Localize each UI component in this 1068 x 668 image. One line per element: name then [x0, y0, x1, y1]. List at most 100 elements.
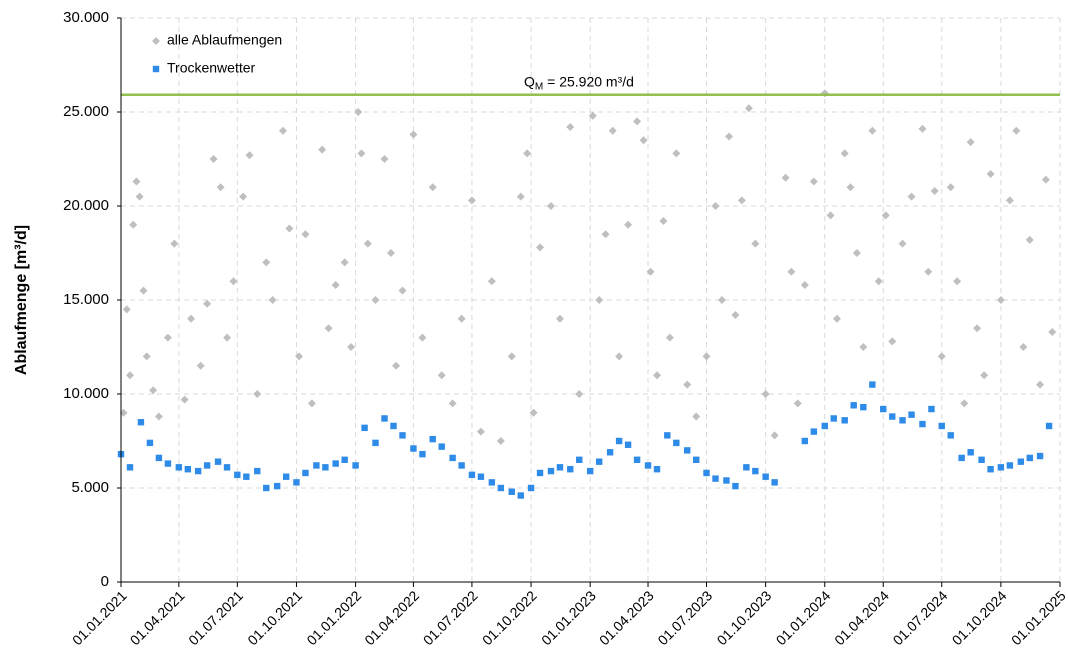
- point: [744, 104, 753, 113]
- point: [781, 173, 790, 182]
- y-tick-label: 25.000: [63, 103, 109, 120]
- point: [899, 417, 906, 424]
- point: [507, 352, 516, 361]
- point: [273, 482, 281, 490]
- point: [725, 132, 734, 141]
- point: [209, 155, 218, 163]
- point: [608, 126, 617, 135]
- point: [380, 155, 389, 163]
- point: [523, 149, 532, 158]
- point: [832, 314, 841, 323]
- x-tick-label: 01.07.2021: [185, 587, 246, 648]
- point: [137, 419, 145, 426]
- point: [672, 149, 681, 158]
- point: [361, 424, 368, 432]
- point: [633, 456, 641, 463]
- point: [732, 482, 739, 490]
- point: [347, 343, 356, 351]
- x-tick-label: 01.04.2024: [831, 587, 892, 648]
- point: [556, 464, 564, 471]
- point: [488, 479, 496, 486]
- point: [937, 352, 946, 361]
- point: [149, 386, 158, 395]
- legend-marker: [152, 65, 160, 73]
- point: [606, 449, 614, 456]
- point: [163, 333, 172, 342]
- point: [576, 456, 583, 463]
- point: [633, 117, 642, 126]
- point: [139, 286, 148, 295]
- point: [262, 258, 271, 267]
- point: [846, 183, 855, 192]
- point: [203, 462, 211, 469]
- point: [155, 454, 163, 462]
- point: [187, 314, 196, 323]
- point: [371, 296, 380, 304]
- x-tick-label: 01.04.2021: [127, 587, 188, 648]
- axes: 0 5.000 10.000 15.000 20.000 25.000 30.000 01.0…: [63, 9, 1068, 648]
- point: [214, 458, 222, 465]
- point: [567, 466, 574, 473]
- point: [1012, 126, 1021, 135]
- point: [801, 437, 809, 445]
- point: [930, 186, 939, 195]
- point: [868, 126, 877, 135]
- point: [142, 352, 151, 361]
- y-tick-label: 20.000: [63, 197, 109, 214]
- point: [468, 471, 476, 479]
- point: [1045, 422, 1053, 430]
- x-tick-label: 01.07.2024: [890, 587, 951, 648]
- point: [1041, 175, 1050, 184]
- point: [624, 441, 632, 448]
- point: [826, 211, 835, 220]
- point: [263, 484, 270, 492]
- point: [880, 405, 887, 413]
- point: [322, 464, 329, 471]
- point: [665, 333, 674, 342]
- point: [751, 239, 760, 248]
- point: [852, 249, 861, 257]
- point: [517, 492, 524, 499]
- point: [1019, 343, 1028, 351]
- point: [595, 458, 603, 465]
- x-tick-label: 01.01.2024: [773, 587, 834, 648]
- point: [723, 477, 730, 484]
- point: [1025, 235, 1034, 244]
- point: [588, 111, 597, 120]
- point: [363, 239, 372, 248]
- point: [341, 456, 348, 463]
- point: [673, 439, 680, 447]
- point: [693, 456, 700, 463]
- point: [119, 408, 128, 417]
- point: [712, 475, 719, 482]
- point: [132, 177, 141, 186]
- point: [800, 280, 809, 289]
- point: [223, 333, 232, 342]
- point: [467, 196, 476, 205]
- point: [717, 296, 726, 304]
- point: [888, 337, 897, 346]
- point: [331, 280, 340, 289]
- point: [996, 296, 1005, 304]
- point: [352, 462, 359, 469]
- point: [601, 230, 610, 239]
- point: [529, 408, 538, 417]
- x-tick-label: 01.07.2023: [654, 587, 715, 648]
- point: [313, 462, 320, 469]
- point: [743, 464, 750, 471]
- point: [692, 412, 701, 421]
- point: [966, 138, 975, 147]
- point: [683, 380, 692, 389]
- point: [122, 305, 131, 314]
- x-tick-label: 01.10.2021: [244, 587, 305, 648]
- point: [546, 202, 555, 210]
- point: [184, 466, 192, 473]
- point: [285, 224, 294, 233]
- point: [487, 277, 496, 286]
- point: [508, 488, 515, 495]
- point: [615, 437, 623, 445]
- point: [770, 431, 779, 440]
- point: [399, 432, 406, 439]
- point: [953, 277, 962, 286]
- x-tick-label: 01.10.2023: [714, 587, 775, 648]
